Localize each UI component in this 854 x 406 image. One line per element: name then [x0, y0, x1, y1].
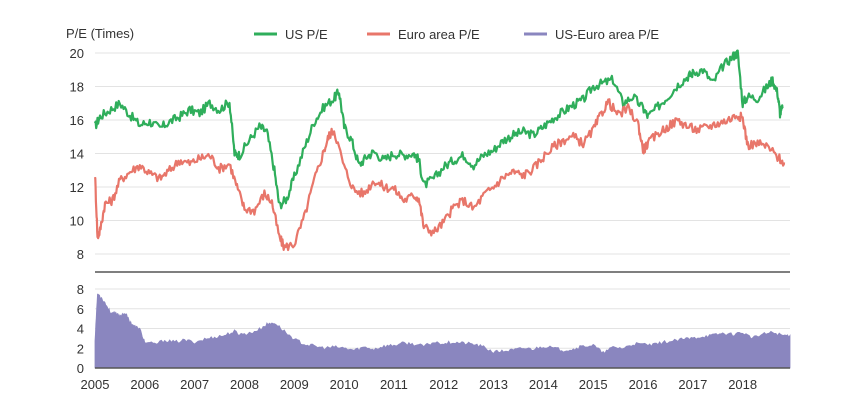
x-tick-label: 2016 — [629, 377, 658, 392]
bottom-y-tick-label: 6 — [77, 302, 84, 317]
legend: US P/E Euro area P/E US-Euro area P/E — [254, 27, 659, 42]
bottom-series-area — [94, 293, 791, 369]
x-tick-label: 2009 — [280, 377, 309, 392]
top-y-tick-labels: 8 10 12 14 16 18 20 — [70, 46, 84, 262]
x-tick-label: 2012 — [429, 377, 458, 392]
legend-label-0: US P/E — [285, 27, 328, 42]
legend-label-2: US-Euro area P/E — [555, 27, 659, 42]
x-tick-label: 2018 — [728, 377, 757, 392]
legend-label-1: Euro area P/E — [398, 27, 480, 42]
x-tick-label: 2005 — [81, 377, 110, 392]
y-axis-label: P/E (Times) — [66, 26, 134, 41]
x-tick-labels: 2005 2006 2007 2008 2009 2010 2011 2012 2013 2014… — [81, 377, 758, 392]
top-y-tick-label: 12 — [70, 180, 84, 195]
x-tick-label: 2008 — [230, 377, 259, 392]
top-y-tick-label: 14 — [70, 147, 84, 162]
x-tick-label: 2006 — [130, 377, 159, 392]
top-y-tick-label: 18 — [70, 80, 84, 95]
series-line-0 — [93, 49, 784, 210]
top-series-lines — [93, 49, 786, 252]
top-y-tick-label: 20 — [70, 46, 84, 61]
series-line-1 — [93, 98, 786, 252]
top-gridlines — [95, 52, 790, 255]
bottom-y-tick-labels: 0 2 4 6 8 — [77, 282, 84, 376]
x-tick-label: 2014 — [529, 377, 558, 392]
series-area-0 — [94, 293, 791, 369]
x-tick-label: 2011 — [380, 377, 408, 392]
bottom-y-tick-label: 8 — [77, 282, 84, 297]
top-y-tick-label: 10 — [70, 214, 84, 229]
x-tick-label: 2007 — [180, 377, 209, 392]
x-tick-label: 2017 — [678, 377, 707, 392]
bottom-y-tick-label: 4 — [77, 322, 84, 337]
top-y-tick-label: 8 — [77, 247, 84, 262]
x-tick-label: 2013 — [479, 377, 508, 392]
bottom-y-tick-label: 0 — [77, 361, 84, 376]
x-tick-label: 2010 — [330, 377, 359, 392]
top-y-tick-label: 16 — [70, 113, 84, 128]
bottom-y-tick-label: 2 — [77, 341, 84, 356]
x-tick-label: 2015 — [579, 377, 608, 392]
